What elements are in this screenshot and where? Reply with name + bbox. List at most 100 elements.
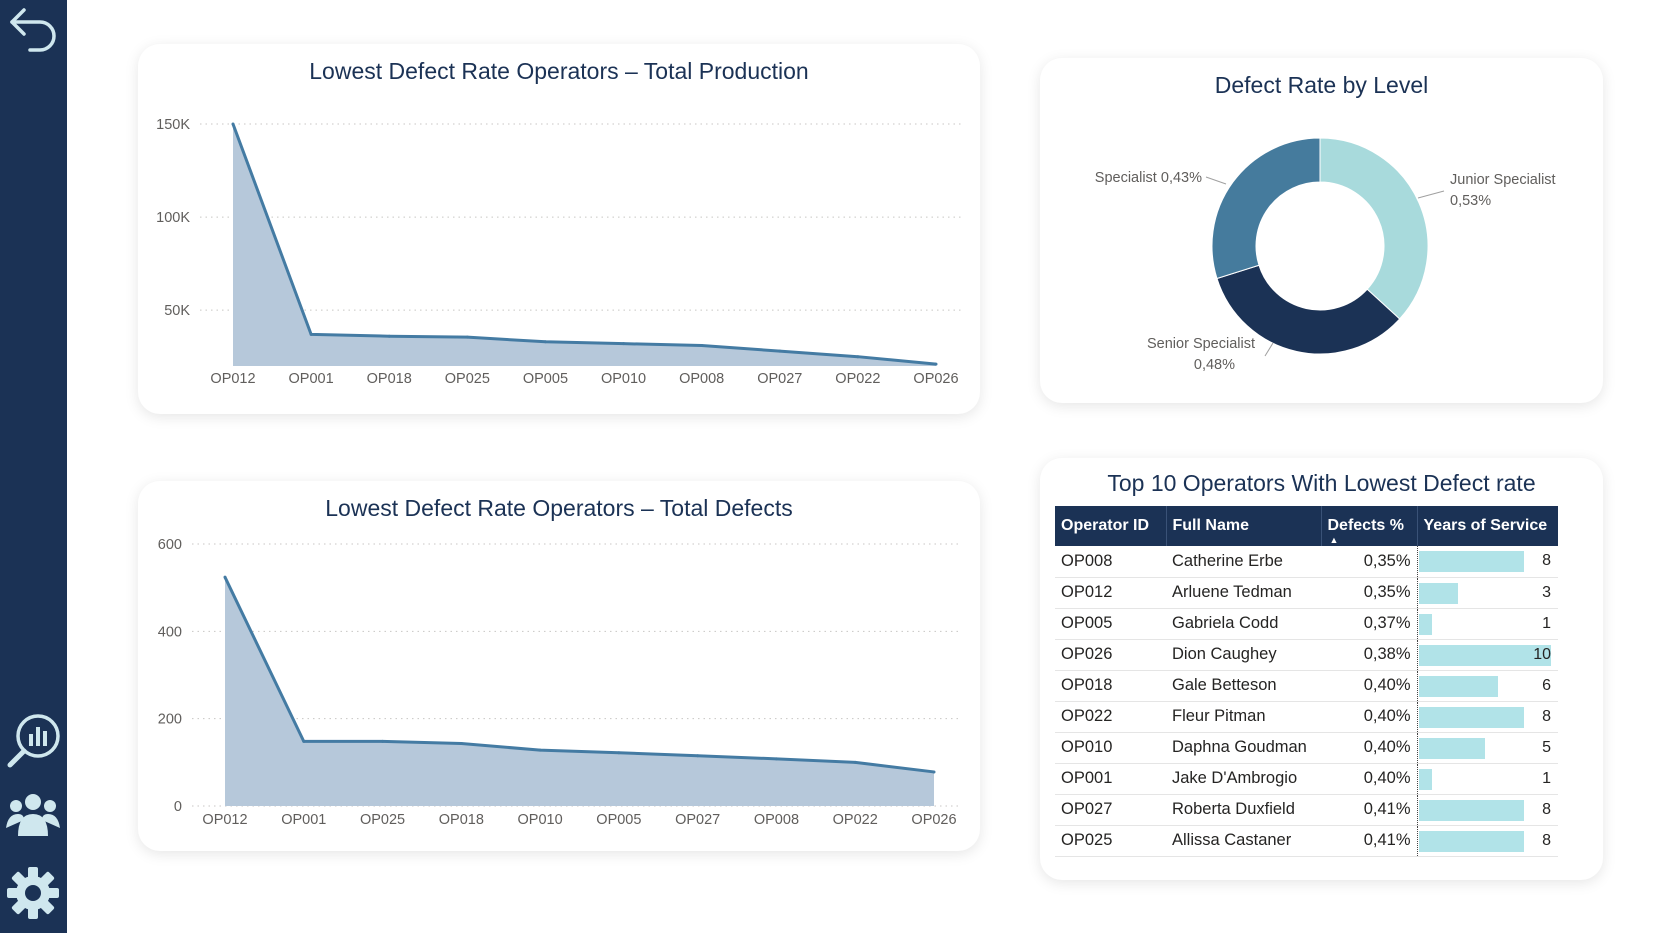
production-data-point[interactable] (856, 355, 860, 359)
production-data-point[interactable] (465, 335, 469, 339)
defects-x-tick-label: OP018 (439, 812, 484, 828)
defects-data-point[interactable] (302, 739, 306, 743)
cell-full-name: Gabriela Codd (1166, 608, 1321, 640)
team-icon[interactable] (4, 788, 62, 846)
years-value: 1 (1542, 614, 1551, 632)
sidebar (0, 0, 67, 933)
table-row[interactable]: OP001 Jake D'Ambrogio 0,40% 1 (1055, 763, 1558, 795)
production-data-point[interactable] (778, 349, 782, 353)
cell-years-of-service: 8 (1416, 701, 1558, 733)
defects-y-tick-label: 600 (158, 537, 182, 553)
cell-years-of-service: 6 (1416, 670, 1558, 702)
operators-table: Operator ID Full Name Defects % ▲ Years … (1055, 506, 1558, 857)
years-data-bar (1418, 582, 1459, 604)
cell-operator-id: OP010 (1055, 732, 1166, 764)
donut-slice-senior-specialist[interactable] (1216, 264, 1401, 355)
cell-operator-id: OP018 (1055, 670, 1166, 702)
column-header-full-name[interactable]: Full Name (1166, 506, 1322, 546)
back-arrow-icon[interactable] (4, 4, 62, 62)
report-search-icon[interactable] (4, 712, 62, 770)
column-header-defects[interactable]: Defects % ▲ (1321, 506, 1418, 546)
defects-x-tick-label: OP005 (596, 812, 641, 828)
cell-full-name: Roberta Duxfield (1166, 794, 1321, 826)
production-data-point[interactable] (231, 122, 235, 126)
defects-y-tick-label: 400 (158, 624, 182, 640)
cell-years-of-service: 8 (1416, 794, 1558, 826)
table-row[interactable]: OP026 Dion Caughey 0,38% 10 (1055, 639, 1558, 671)
table-row[interactable]: OP008 Catherine Erbe 0,35% 8 (1055, 546, 1558, 578)
defects-x-tick-label: OP027 (675, 812, 720, 828)
cell-operator-id: OP012 (1055, 577, 1166, 609)
defects-data-point[interactable] (932, 770, 936, 774)
table-row[interactable]: OP018 Gale Betteson 0,40% 6 (1055, 670, 1558, 702)
defects-data-point[interactable] (538, 748, 542, 752)
production-data-point[interactable] (700, 344, 704, 348)
defects-data-point[interactable] (853, 760, 857, 764)
donut-label-name: Specialist (1095, 170, 1161, 186)
level-donut-chart: Junior Specialist 0,53% Senior Specialist 0… (1095, 137, 1556, 373)
cell-defects: 0,41% (1321, 794, 1417, 826)
years-value: 5 (1542, 738, 1551, 756)
level-chart-card: Defect Rate by Level Junior Specialist 0,… (1040, 58, 1603, 403)
defects-chart-card: Lowest Defect Rate Operators – Total Def… (138, 481, 980, 851)
defects-data-point[interactable] (774, 757, 778, 761)
sort-ascending-icon: ▲ (1329, 535, 1339, 545)
table-row[interactable]: OP012 Arluene Tedman 0,35% 3 (1055, 577, 1558, 609)
cell-operator-id: OP005 (1055, 608, 1166, 640)
cell-defects: 0,41% (1321, 825, 1417, 857)
defects-x-tick-label: OP025 (360, 812, 405, 828)
cell-defects: 0,35% (1321, 546, 1417, 578)
cell-years-of-service: 1 (1416, 608, 1558, 640)
defects-data-point[interactable] (617, 751, 621, 755)
defects-x-tick-label: OP026 (911, 812, 956, 828)
level-chart-title: Defect Rate by Level (1214, 72, 1429, 98)
table-row[interactable]: OP027 Roberta Duxfield 0,41% 8 (1055, 794, 1558, 826)
years-data-bar (1418, 644, 1551, 666)
years-data-bar (1418, 613, 1432, 635)
cell-full-name: Jake D'Ambrogio (1166, 763, 1321, 795)
defects-data-point[interactable] (459, 742, 463, 746)
production-data-point[interactable] (387, 334, 391, 338)
defects-data-point[interactable] (381, 739, 385, 743)
column-header-years[interactable]: Years of Service (1417, 506, 1558, 546)
table-row[interactable]: OP022 Fleur Pitman 0,40% 8 (1055, 701, 1558, 733)
production-data-point[interactable] (934, 362, 938, 366)
defects-series-line (223, 576, 935, 774)
cell-years-of-service: 3 (1416, 577, 1558, 609)
cell-years-of-service: 8 (1416, 546, 1558, 578)
cell-operator-id: OP026 (1055, 639, 1166, 671)
production-area-chart: 150K 100K 50K OP012 OP001 OP018 OP025 OP005 OP01… (156, 117, 964, 387)
defects-data-point[interactable] (223, 575, 227, 579)
production-chart-title: Lowest Defect Rate Operators – Total Pro… (309, 58, 809, 84)
production-data-point[interactable] (543, 340, 547, 344)
production-x-tick-label: OP001 (289, 371, 334, 387)
production-x-tick-label: OP025 (445, 371, 490, 387)
cell-defects: 0,40% (1321, 701, 1417, 733)
years-data-bar (1418, 737, 1485, 759)
production-data-point[interactable] (309, 332, 313, 336)
production-data-point[interactable] (622, 342, 626, 346)
defects-data-point[interactable] (696, 754, 700, 758)
table-row[interactable]: OP025 Allissa Castaner 0,41% 8 (1055, 825, 1558, 857)
donut-leader-line (1417, 190, 1445, 199)
donut-label-value: 0,43% (1161, 170, 1202, 186)
table-row[interactable]: OP005 Gabriela Codd 0,37% 1 (1055, 608, 1558, 640)
years-value: 8 (1542, 831, 1551, 849)
column-header-operator-id[interactable]: Operator ID (1055, 506, 1167, 546)
defects-chart-title: Lowest Defect Rate Operators – Total Def… (325, 495, 793, 521)
cell-defects: 0,37% (1321, 608, 1417, 640)
years-value: 3 (1542, 583, 1551, 601)
donut-slice-specialist[interactable] (1211, 137, 1321, 280)
production-x-tick-label: OP022 (835, 371, 880, 387)
years-data-bar (1418, 551, 1525, 572)
table-row[interactable]: OP010 Daphna Goudman 0,40% 5 (1055, 732, 1558, 764)
donut-slice-junior-specialist[interactable] (1319, 137, 1429, 320)
gear-icon[interactable] (4, 864, 62, 922)
years-value: 8 (1542, 800, 1551, 818)
cell-defects: 0,35% (1321, 577, 1417, 609)
production-x-tick-label: OP027 (757, 371, 802, 387)
production-x-tick-label: OP018 (367, 371, 412, 387)
cell-operator-id: OP022 (1055, 701, 1166, 733)
cell-full-name: Arluene Tedman (1166, 577, 1321, 609)
defects-x-tick-label: OP022 (833, 812, 878, 828)
